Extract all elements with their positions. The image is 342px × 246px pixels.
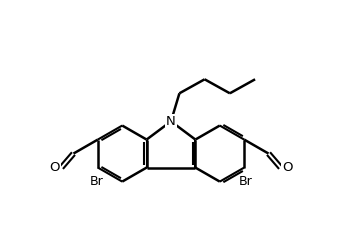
Text: O: O (50, 161, 60, 174)
Text: Br: Br (90, 175, 103, 188)
Text: N: N (166, 115, 176, 128)
Text: Br: Br (239, 175, 252, 188)
Text: O: O (282, 161, 292, 174)
